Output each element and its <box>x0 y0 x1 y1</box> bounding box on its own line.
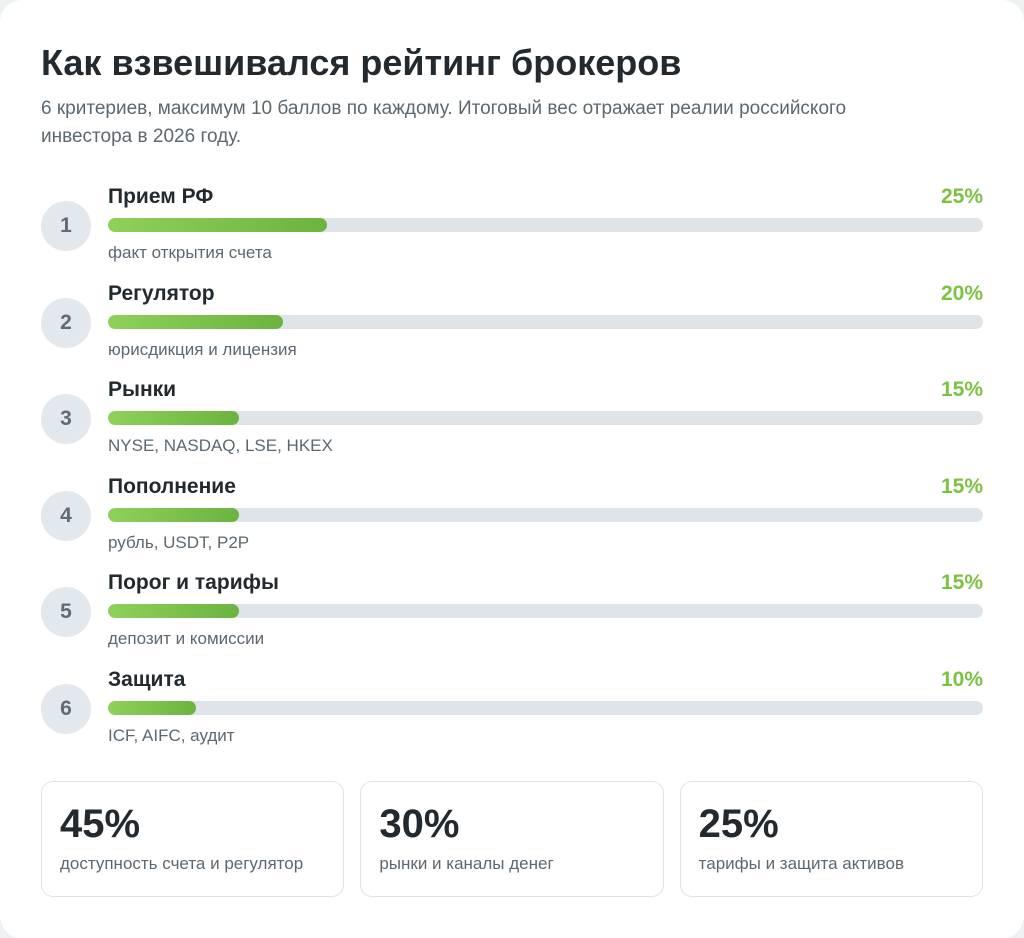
criterion-number: 6 <box>41 683 91 734</box>
criterion-bar-fill <box>108 218 327 232</box>
criterion-number: 4 <box>41 490 91 541</box>
criterion-description: факт открытия счета <box>108 243 272 262</box>
criterion-bar-fill <box>108 411 240 426</box>
criterion-bar-track <box>108 507 983 522</box>
criterion-description: NYSE, NASDAQ, LSE, HKEX <box>108 436 333 456</box>
summary-card: 45% доступность счета и регулятор <box>41 781 345 897</box>
criterion-description: юрисдикция и лицензия <box>108 339 297 359</box>
criterion-percent: 15% <box>940 474 983 498</box>
summary-label: рынки и каналы денег <box>379 854 554 873</box>
summary-label: доступность счета и регулятор <box>60 854 304 873</box>
criterion-row: 3 Рынки 15% NYSE, NASDAQ, LSE, HKEX <box>41 374 983 471</box>
criterion-bar-track <box>108 604 983 619</box>
summary-value: 30% <box>379 802 460 846</box>
criteria-list: 1 Прием РФ 25% факт открытия счета 2 Рег… <box>41 181 983 761</box>
criterion-bar-track <box>108 700 983 715</box>
criterion-title: Защита <box>108 667 186 691</box>
criterion-title: Порог и тарифы <box>108 571 279 595</box>
page-title: Как взвешивался рейтинг брокеров <box>41 42 682 83</box>
summary-label: тарифы и защита активов <box>698 854 905 873</box>
criterion-row: 1 Прием РФ 25% факт открытия счета <box>41 181 983 278</box>
criterion-number: 3 <box>41 394 91 445</box>
criterion-bar-track <box>108 411 983 426</box>
criterion-bar-fill <box>108 604 240 619</box>
criterion-title: Рынки <box>108 378 177 402</box>
criterion-title: Пополнение <box>108 474 236 498</box>
page-subtitle: 6 критериев, максимум 10 баллов по каждо… <box>41 98 847 147</box>
summary-value: 25% <box>698 802 779 846</box>
summary-cards: 45% доступность счета и регулятор 30% ры… <box>41 781 983 897</box>
criterion-number: 2 <box>41 297 91 348</box>
criterion-description: ICF, AIFC, аудит <box>108 725 235 745</box>
criterion-number: 1 <box>41 201 91 251</box>
criterion-bar-fill <box>108 700 196 715</box>
criterion-percent: 15% <box>940 571 983 595</box>
criterion-percent: 25% <box>940 185 983 208</box>
criterion-description: депозит и комиссии <box>108 629 265 649</box>
summary-card: 30% рынки и каналы денег <box>360 781 664 897</box>
criterion-bar-fill <box>108 314 283 329</box>
summary-value: 45% <box>60 802 141 846</box>
criterion-percent: 10% <box>940 667 983 691</box>
criterion-percent: 15% <box>940 378 983 402</box>
criterion-title: Регулятор <box>108 281 215 305</box>
criterion-row: 6 Защита 10% ICF, AIFC, аудит <box>41 664 983 761</box>
criterion-number: 5 <box>41 587 91 638</box>
criterion-row: 2 Регулятор 20% юрисдикция и лицензия <box>41 278 983 375</box>
criterion-bar-track <box>108 218 983 232</box>
criterion-percent: 20% <box>940 281 983 305</box>
criterion-bar-track <box>108 314 983 329</box>
criterion-row: 5 Порог и тарифы 15% депозит и комиссии <box>41 567 983 664</box>
summary-card: 25% тарифы и защита активов <box>679 781 983 897</box>
criterion-bar-fill <box>108 507 240 522</box>
criterion-description: рубль, USDT, P2P <box>108 532 250 552</box>
criterion-row: 4 Пополнение 15% рубль, USDT, P2P <box>41 471 983 568</box>
criterion-title: Прием РФ <box>108 185 214 208</box>
